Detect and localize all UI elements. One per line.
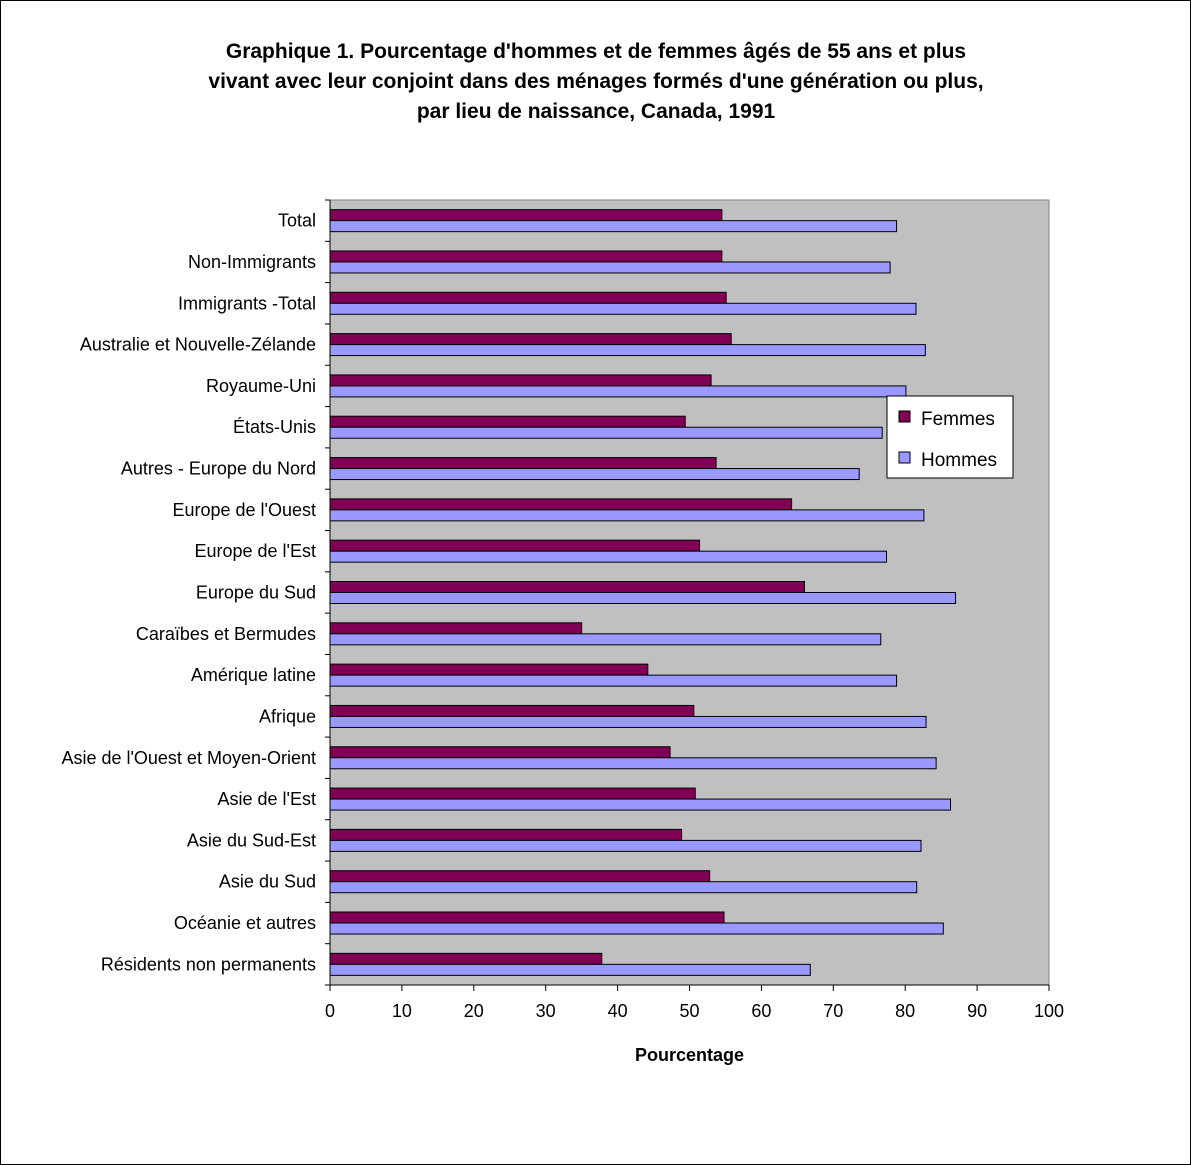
category-label-non-immigrants: Non-Immigrants	[188, 252, 316, 272]
bar-hommes-europe-de-l-ouest	[329, 509, 925, 522]
x-tick-label-30: 30	[536, 1001, 556, 1021]
category-label-total: Total	[278, 211, 316, 231]
bar-hommes-europe-de-l-est	[329, 550, 888, 563]
category-label-asie-du-sud-est: Asie du Sud-Est	[187, 830, 316, 850]
category-label-amerique-latine: Amérique latine	[191, 665, 316, 685]
category-label-etats-unis: États-Unis	[233, 417, 316, 437]
x-tick-label-90: 90	[967, 1001, 987, 1021]
category-label-asie-de-l-est: Asie de l'Est	[218, 789, 316, 809]
bar-femmes-afrique	[329, 704, 695, 717]
bar-hommes-total	[329, 220, 898, 233]
bar-femmes-royaume-uni	[329, 374, 712, 387]
x-tick-label-70: 70	[823, 1001, 843, 1021]
x-tick-label-20: 20	[464, 1001, 484, 1021]
bar-femmes-australie-et-nouvelle-zelande	[329, 333, 732, 346]
bar-femmes-caraibes-et-bermudes	[329, 622, 583, 635]
bar-femmes-immigrants-total	[329, 291, 727, 304]
category-label-europe-de-l-ouest: Europe de l'Ouest	[172, 500, 316, 520]
category-label-caraibes-et-bermudes: Caraïbes et Bermudes	[136, 624, 316, 644]
category-label-europe-de-l-est: Europe de l'Est	[194, 541, 316, 561]
category-label-autres-europe-du-nord: Autres - Europe du Nord	[121, 459, 316, 479]
bar-femmes-oceanie-et-autres	[329, 911, 725, 924]
legend-box	[886, 395, 1014, 479]
category-label-afrique: Afrique	[259, 706, 316, 726]
category-label-oceanie-et-autres: Océanie et autres	[174, 913, 316, 933]
chart-title-line-2: vivant avec leur conjoint dans des ménag…	[208, 70, 984, 93]
bar-hommes-immigrants-total	[329, 302, 917, 315]
category-label-royaume-uni: Royaume-Uni	[206, 376, 316, 396]
bar-femmes-amerique-latine	[329, 663, 649, 676]
bars-group	[329, 209, 957, 976]
x-tick-label-40: 40	[608, 1001, 628, 1021]
bar-hommes-asie-de-l-est	[329, 798, 951, 811]
bar-femmes-total	[329, 209, 723, 222]
bar-hommes-europe-du-sud	[329, 592, 957, 604]
bar-femmes-europe-de-l-est	[329, 539, 701, 552]
bar-femmes-europe-de-l-ouest	[329, 498, 793, 511]
bar-femmes-europe-du-sud	[329, 581, 806, 593]
x-axis-label: Pourcentage	[635, 1045, 744, 1065]
x-tick-label-100: 100	[1034, 1001, 1064, 1021]
axes-group	[325, 199, 1050, 991]
bar-hommes-asie-du-sud	[329, 881, 918, 894]
bar-femmes-asie-de-l-ouest-et-moyen-orient	[329, 746, 671, 759]
bar-hommes-asie-de-l-ouest-et-moyen-orient	[329, 757, 937, 770]
x-tick-label-10: 10	[392, 1001, 412, 1021]
legend: Femmes Hommes	[886, 395, 1014, 479]
x-tick-label-60: 60	[751, 1001, 771, 1021]
legend-swatch-hommes	[898, 451, 911, 464]
category-labels: Total Non-Immigrants Immigrants -Total Aust…	[61, 211, 316, 975]
bar-hommes-residents-non-permanents	[329, 963, 811, 976]
bar-hommes-amerique-latine	[329, 674, 898, 687]
bar-hommes-afrique	[329, 715, 927, 728]
bar-femmes-asie-du-sud-est	[329, 828, 683, 841]
category-label-australie-et-nouvelle-zelande: Australie et Nouvelle-Zélande	[80, 335, 316, 355]
bar-hommes-royaume-uni	[329, 385, 907, 398]
bar-femmes-asie-du-sud	[329, 870, 711, 883]
category-label-europe-du-sud: Europe du Sud	[196, 583, 316, 603]
bar-femmes-asie-de-l-est	[329, 787, 696, 800]
legend-swatch-femmes	[898, 410, 911, 423]
legend-label-femmes: Femmes	[921, 409, 995, 430]
bar-hommes-etats-unis	[329, 426, 883, 439]
category-label-asie-de-l-ouest-et-moyen-orient: Asie de l'Ouest et Moyen-Orient	[61, 748, 316, 768]
x-tick-label-50: 50	[679, 1001, 699, 1021]
category-label-immigrants-total: Immigrants -Total	[178, 293, 316, 313]
chart-title-line-3: par lieu de naissance, Canada, 1991	[416, 100, 776, 123]
bar-hommes-australie-et-nouvelle-zelande	[329, 344, 926, 357]
chart-title-line-1: Graphique 1. Pourcentage d'hommes et de …	[225, 40, 967, 63]
x-tick-label-0: 0	[325, 1001, 335, 1021]
x-tick-label-80: 80	[895, 1001, 915, 1021]
bar-hommes-oceanie-et-autres	[329, 922, 944, 935]
bar-hommes-non-immigrants	[329, 261, 891, 274]
bar-femmes-residents-non-permanents	[329, 952, 603, 965]
category-label-asie-du-sud: Asie du Sud	[219, 872, 316, 892]
legend-label-hommes: Hommes	[921, 450, 997, 471]
category-label-residents-non-permanents: Résidents non permanents	[101, 954, 316, 974]
bar-femmes-etats-unis	[329, 415, 686, 428]
bar-femmes-non-immigrants	[329, 250, 723, 263]
bar-hommes-caraibes-et-bermudes	[329, 633, 882, 646]
bar-femmes-autres-europe-du-nord	[329, 457, 717, 470]
chart-title: Graphique 1. Pourcentage d'hommes et de …	[81, 37, 1111, 127]
bar-hommes-asie-du-sud-est	[329, 839, 922, 852]
bar-hommes-autres-europe-du-nord	[329, 468, 860, 481]
tick-labels: 0 10 20 30 40 50 60 70 80 90 100	[325, 1001, 1064, 1021]
